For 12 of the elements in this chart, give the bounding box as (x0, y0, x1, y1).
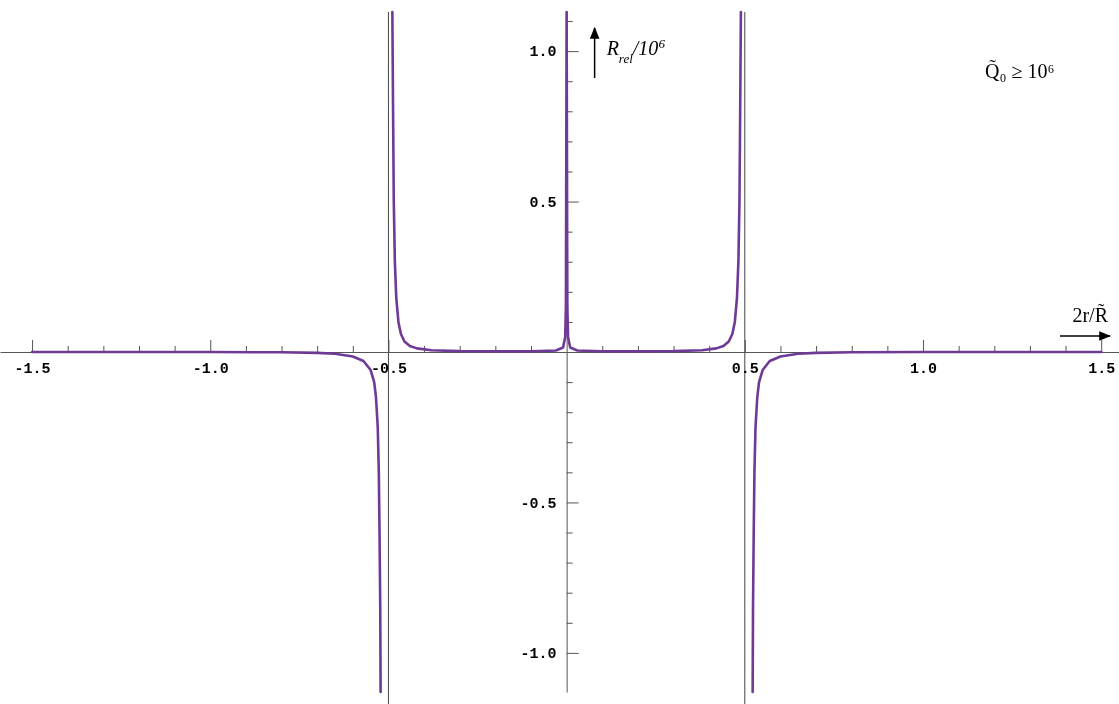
y-tick-label: 1.0 (529, 44, 557, 62)
x-tick-label: 1.5 (1088, 360, 1116, 378)
annotation: Q̃₀ ≥ 10⁶ (985, 58, 1055, 82)
x-tick-label: -1.0 (192, 360, 229, 378)
x-tick-label: -1.5 (14, 360, 51, 378)
x-axis-title: 2r/R̃ (1072, 303, 1109, 326)
y-tick-label: -0.5 (520, 495, 557, 513)
y-tick-label: -1.0 (520, 646, 557, 664)
x-tick-label: 1.0 (909, 360, 937, 378)
x-tick-label: 0.5 (731, 360, 759, 378)
y-tick-label: 0.5 (529, 194, 557, 212)
y-axis-title: R$_{rel}$/10$^{6}$ (605, 35, 666, 66)
